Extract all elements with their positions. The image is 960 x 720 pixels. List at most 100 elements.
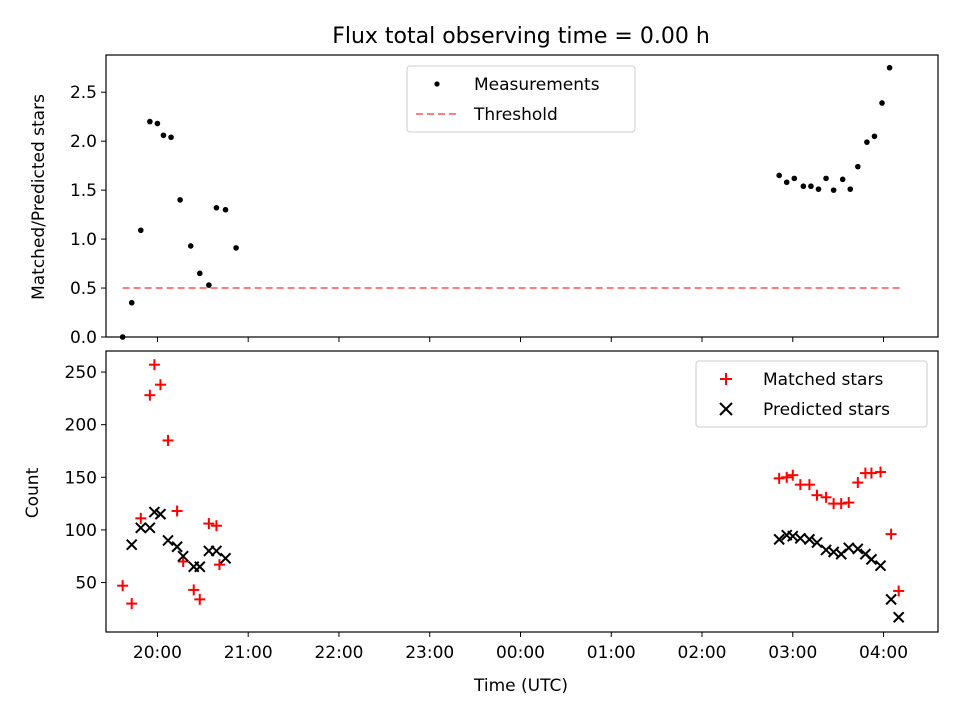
bottom-axes-frame [105, 350, 939, 633]
legend-matched-label: Matched stars [763, 370, 883, 390]
matched-star-point [835, 498, 847, 510]
matched-star-point [803, 479, 815, 491]
matched-star-point [893, 585, 905, 597]
predicted-star-point [787, 530, 799, 542]
predicted-star-point [144, 522, 156, 534]
matched-star-point [177, 555, 189, 567]
measurement-point [830, 187, 837, 193]
matched-star-point [171, 505, 183, 517]
measurement-point [206, 282, 212, 288]
top-y-tick-label: 1.5 [70, 181, 97, 201]
measurement-point [855, 163, 861, 170]
measurement-point [147, 118, 153, 125]
predicted-star-point [162, 534, 174, 547]
measurement-point [871, 133, 878, 140]
top-axes-frame [105, 54, 939, 338]
top-y-tick-label: 1.0 [70, 230, 97, 250]
measurement-point [783, 179, 790, 186]
top-y-tick-label: 2.5 [70, 83, 97, 103]
top-legend-box [406, 65, 636, 133]
measurement-point [168, 134, 174, 141]
measurement-point [823, 175, 829, 182]
predicted-star-point [852, 543, 864, 555]
bottom-x-tick-label: 22:00 [314, 643, 363, 663]
bottom-y-axis-label: Count [23, 467, 43, 518]
predicted-star-point [135, 522, 147, 534]
measurement-point [196, 270, 203, 277]
matched-star-point [188, 584, 200, 596]
predicted-star-point [827, 546, 840, 558]
measurement-point [187, 243, 194, 249]
bottom-x-tick-label: 02:00 [678, 643, 727, 663]
measurement-point [154, 120, 161, 127]
legend-threshold-label: Threshold [473, 105, 558, 125]
matched-star-point [820, 491, 832, 503]
predicted-star-point [820, 544, 832, 556]
predicted-star-point [219, 552, 232, 565]
measurement-point [879, 100, 885, 106]
matched-star-point [213, 559, 225, 571]
top-y-tick-label: 0.0 [70, 328, 97, 348]
measurement-point [776, 172, 782, 179]
measurement-point [886, 64, 893, 71]
bottom-y-tick-label: 50 [75, 574, 97, 594]
top-plot-area: 0.0 0.5 1.0 1.5 2.0 2.5 [70, 54, 939, 348]
matched-star-point [811, 489, 823, 501]
bottom-x-tick-label: 01:00 [587, 643, 636, 663]
matched-star-point [843, 497, 855, 509]
matched-star-point [203, 518, 215, 530]
legend-matched-marker [720, 373, 732, 385]
matched-star-point [126, 598, 138, 610]
matched-star-point [885, 528, 897, 540]
bottom-x-tick-label: 03:00 [768, 643, 817, 663]
matched-star-point [154, 379, 166, 391]
matched-star-point [852, 477, 864, 489]
bottom-legend-box [695, 360, 928, 428]
predicted-star-point [843, 542, 855, 554]
x-axis-label: Time (UTC) [473, 676, 568, 696]
top-y-axis-label: Matched/Predicted stars [29, 94, 49, 300]
bottom-x-tick-label: 23:00 [405, 643, 454, 663]
matched-star-point [194, 593, 206, 605]
bottom-y-tick-label: 150 [65, 468, 97, 488]
matched-star-point [787, 469, 799, 481]
bottom-x-tick-label: 21:00 [224, 643, 273, 663]
predicted-star-point [811, 536, 823, 549]
measurement-point [160, 132, 167, 139]
predicted-star-point [210, 545, 223, 557]
matched-star-point [210, 520, 222, 532]
measurement-point [222, 206, 229, 213]
measurement-point [119, 334, 126, 340]
matched-star-point [162, 434, 174, 446]
predicted-star-point [148, 506, 161, 518]
legend-measurements-marker [434, 81, 440, 87]
matched-star-point [781, 471, 793, 483]
bottom-y-tick-label: 100 [65, 521, 97, 541]
legend-predicted-label: Predicted stars [763, 400, 890, 420]
predicted-star-point [194, 561, 206, 573]
matched-star-point [773, 472, 785, 484]
predicted-star-point [865, 553, 878, 566]
predicted-star-point [773, 533, 785, 546]
measurement-point [815, 186, 822, 192]
measurement-point [847, 186, 854, 192]
measurement-point [791, 175, 798, 182]
measurement-point [177, 197, 183, 203]
bottom-plot-area: 50 100 150 200 250 20:00 21:00 22:00 23:00 00:00 0… [65, 350, 939, 663]
matched-star-point [875, 466, 887, 478]
bottom-x-tick-label: 20:00 [133, 643, 182, 663]
measurement-point [800, 183, 807, 190]
matched-star-point [865, 467, 877, 479]
top-y-tick-label: 2.0 [70, 132, 97, 152]
bottom-x-tick-label: 00:00 [496, 643, 545, 663]
top-legend: Measurements Threshold [406, 65, 636, 133]
predicted-star-point [874, 559, 887, 572]
matched-star-point [148, 359, 160, 371]
predicted-star-point [126, 538, 138, 551]
predicted-star-point [794, 532, 807, 545]
matched-star-point [117, 580, 129, 592]
bottom-legend: Matched stars Predicted stars [695, 360, 928, 428]
measurement-point [213, 204, 220, 211]
bottom-y-tick-label: 200 [65, 416, 97, 436]
measurement-point [233, 245, 239, 251]
